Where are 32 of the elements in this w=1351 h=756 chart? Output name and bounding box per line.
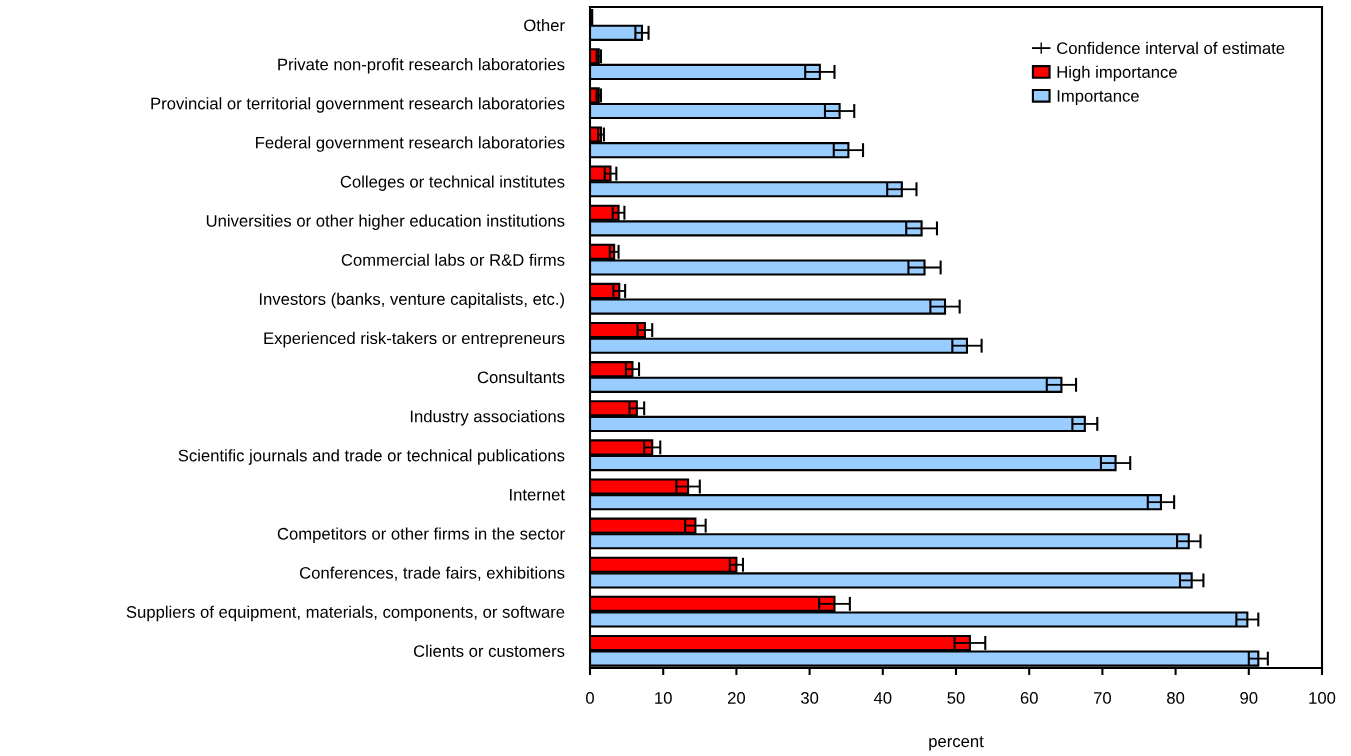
x-tick-label: 100 <box>1309 692 1336 704</box>
y-tick-label: Colleges or technical institutes <box>340 175 565 191</box>
x-axis-title: percent <box>929 736 984 751</box>
y-tick-label: Investors (banks, venture capitalists, etc.) <box>259 292 564 309</box>
y-tick-label: Consultants <box>477 370 565 384</box>
y-tick-label: Federal government research laboratories <box>256 136 565 152</box>
y-tick-label: Internet <box>510 488 565 501</box>
annotation: Confidence interval of estimate <box>1057 41 1285 55</box>
x-tick-label: 30 <box>800 692 819 704</box>
y-tick-label: Clients or customers <box>413 644 565 657</box>
x-tick-label: 0 <box>586 692 594 704</box>
y-tick-label: Conferences, trade fairs, exhibitions <box>299 566 565 581</box>
x-tick-label: 20 <box>727 692 746 704</box>
x-tick-label: 80 <box>1167 692 1185 704</box>
y-tick-label: Private non-profit research laboratories <box>278 58 565 74</box>
x-tick-label: 70 <box>1093 692 1112 704</box>
legend-label: Importance <box>1057 90 1139 106</box>
y-tick-label: Suppliers of equipment, materials, components, or software <box>126 605 565 622</box>
y-tick-label: Experienced risk-takers or entrepreneurs <box>264 331 565 348</box>
x-tick-label: 40 <box>873 692 892 704</box>
y-tick-label: Universities or other higher education institutions <box>206 214 565 231</box>
y-tick-label: Provincial or territorial government research laboratories <box>151 97 565 113</box>
y-tick-label: Industry associations <box>410 410 565 426</box>
x-tick-label: 50 <box>947 692 965 704</box>
x-tick-label: 10 <box>655 692 672 704</box>
y-tick-label: Other <box>524 18 565 32</box>
y-tick-label: Competitors or other firms in the sector <box>277 527 565 543</box>
x-tick-label: 60 <box>1020 692 1038 704</box>
legend-label: High importance <box>1057 65 1177 82</box>
x-tick-label: 90 <box>1240 692 1258 704</box>
y-tick-label: Scientific journals and trade or technical publications <box>178 449 565 465</box>
y-tick-label: Commercial labs or R&D firms <box>341 253 565 266</box>
